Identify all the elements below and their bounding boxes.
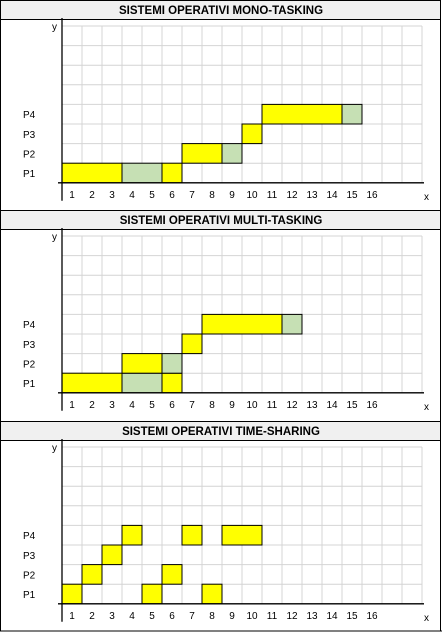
- x-tick-label: 15: [346, 190, 358, 201]
- x-tick-label: 9: [229, 400, 235, 411]
- bar-p3-running: [101, 544, 123, 566]
- chart-panel-3: SISTEMI OPERATIVI TIME-SHARING y x P1 P2 P3 P4…: [0, 421, 441, 631]
- bar-p2-waiting: [221, 143, 243, 164]
- x-tick-label: 1: [69, 611, 75, 622]
- bar-p2-running: [121, 353, 163, 374]
- x-tick-label: 11: [267, 611, 278, 622]
- bar-p4-running: [201, 313, 283, 335]
- x-tick-label: 14: [326, 400, 338, 411]
- x-tick-label: 5: [149, 400, 155, 411]
- x-tick-label: 6: [169, 190, 175, 201]
- bar-p3-running: [241, 123, 263, 145]
- x-tick-label: 11: [267, 190, 278, 201]
- x-tick-label: 1: [69, 400, 75, 411]
- x-tick-label: 10: [246, 190, 258, 201]
- x-tick-label: 10: [246, 400, 258, 411]
- x-tick-label: 7: [189, 190, 195, 201]
- row-label-p3: P3: [23, 130, 36, 141]
- bar-p1-running: [61, 372, 123, 394]
- row-label-p4: P4: [23, 531, 36, 542]
- x-tick-label: 8: [209, 190, 215, 201]
- bar-p2-running: [181, 143, 223, 164]
- chart-title: SISTEMI OPERATIVI MONO-TASKING: [119, 5, 323, 17]
- y-axis-label: y: [52, 443, 57, 454]
- x-axis-label: x: [424, 402, 429, 413]
- x-axis-label: x: [424, 192, 429, 203]
- bar-p4-running: [221, 524, 263, 546]
- x-tick-label: 5: [149, 611, 155, 622]
- bar-p2-running: [161, 564, 183, 585]
- x-tick-label: 8: [209, 611, 215, 622]
- x-tick-label: 9: [229, 611, 235, 622]
- x-tick-label: 5: [149, 190, 155, 201]
- x-tick-label: 14: [326, 190, 338, 201]
- x-tick-label: 16: [366, 400, 378, 411]
- x-tick-label: 7: [189, 611, 195, 622]
- chart-panel-1: SISTEMI OPERATIVI MONO-TASKING y x P1 P2 P3 P4…: [0, 0, 441, 210]
- bar-p1-running: [61, 162, 123, 184]
- chart-title: SISTEMI OPERATIVI TIME-SHARING: [122, 426, 320, 438]
- x-tick-label: 6: [169, 400, 175, 411]
- x-tick-label: 3: [109, 611, 115, 622]
- x-axis-label: x: [424, 613, 429, 624]
- row-label-p2: P2: [23, 570, 36, 581]
- row-label-p2: P2: [23, 359, 36, 370]
- bar-p3-running: [181, 333, 203, 355]
- row-label-p3: P3: [23, 551, 36, 562]
- x-tick-label: 12: [286, 400, 298, 411]
- row-label-p3: P3: [23, 340, 36, 351]
- x-tick-label: 12: [286, 611, 298, 622]
- bar-p4-running: [121, 524, 143, 546]
- bar-p4-waiting: [281, 313, 303, 335]
- chart-panel-2: SISTEMI OPERATIVI MULTI-TASKING y x P1 P2 P3 P…: [0, 210, 441, 421]
- x-tick-label: 12: [286, 190, 298, 201]
- x-tick-label: 8: [209, 400, 215, 411]
- x-tick-label: 2: [89, 190, 95, 201]
- bar-p4-running: [261, 103, 343, 125]
- bar-p1-waiting: [121, 162, 163, 184]
- bar-p4-running: [181, 524, 203, 546]
- x-tick-label: 15: [346, 400, 358, 411]
- row-label-p4: P4: [23, 320, 36, 331]
- x-tick-label: 2: [89, 611, 95, 622]
- bar-p1-running: [201, 583, 223, 605]
- x-tick-label: 7: [189, 400, 195, 411]
- x-tick-label: 16: [366, 611, 378, 622]
- row-label-p2: P2: [23, 149, 36, 160]
- x-tick-label: 9: [229, 190, 235, 201]
- y-axis-label: y: [52, 232, 57, 243]
- bar-p1-running: [61, 583, 83, 605]
- x-tick-label: 2: [89, 400, 95, 411]
- x-tick-label: 1: [69, 190, 75, 201]
- x-tick-label: 13: [306, 190, 318, 201]
- bar-p4-waiting: [341, 103, 363, 125]
- x-tick-label: 13: [306, 611, 318, 622]
- x-tick-label: 4: [129, 400, 135, 411]
- chart-title: SISTEMI OPERATIVI MULTI-TASKING: [120, 215, 323, 227]
- x-tick-label: 16: [366, 190, 378, 201]
- bar-p1-running: [141, 583, 163, 605]
- x-tick-label: 13: [306, 400, 318, 411]
- x-tick-label: 11: [267, 400, 278, 411]
- x-tick-label: 4: [129, 611, 135, 622]
- row-label-p1: P1: [23, 379, 36, 390]
- row-label-p1: P1: [23, 590, 36, 601]
- bar-p2-waiting: [161, 353, 183, 374]
- x-tick-label: 10: [246, 611, 258, 622]
- row-label-p1: P1: [23, 169, 36, 180]
- bar-p1-waiting: [121, 372, 163, 394]
- x-tick-label: 4: [129, 190, 135, 201]
- x-tick-label: 3: [109, 400, 115, 411]
- bar-p1-running: [161, 372, 183, 394]
- y-axis-label: y: [52, 22, 57, 33]
- bar-p1-running: [161, 162, 183, 184]
- row-label-p4: P4: [23, 110, 36, 121]
- bar-p2-running: [81, 564, 103, 585]
- x-tick-label: 14: [326, 611, 338, 622]
- x-tick-label: 6: [169, 611, 175, 622]
- x-tick-label: 15: [346, 611, 358, 622]
- x-tick-label: 3: [109, 190, 115, 201]
